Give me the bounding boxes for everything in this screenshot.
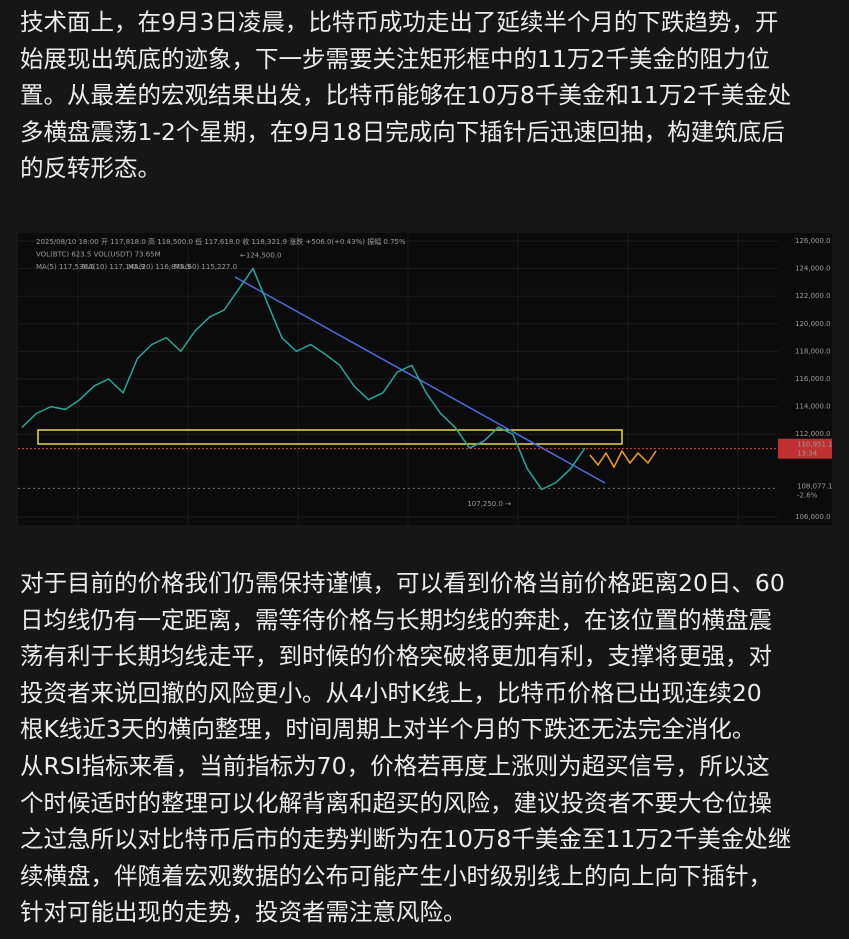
text-line: 始展现出筑底的迹象，下一步需要关注矩形框中的11万2千美金的阻力位: [20, 44, 770, 73]
y-tick-label: 112,000.0: [795, 430, 831, 438]
text-line: 多横盘震荡1-2个星期，在9月18日完成向下插针后迅速回抽，构建筑底后: [20, 117, 785, 146]
text-line: 技术面上，在9月3日凌晨，比特币成功走出了延续半个月的下跌趋势，开: [20, 8, 779, 36]
text-line: 的反转形态。: [20, 154, 161, 183]
last-price-tag: [778, 438, 832, 459]
chart-header: VOL(BTC) 623.5 VOL(USDT) 73.65M: [36, 251, 161, 259]
ma-label: MA(10) 117,145.9: [82, 263, 145, 271]
paragraph: 技术面上，在9月3日凌晨，比特币成功走出了延续半个月的下跌趋势，开 始展现出筑底的…: [20, 4, 840, 187]
y-tick-label: 114,000.0: [795, 403, 831, 411]
y-tick-label: 122,000.0: [795, 292, 831, 300]
y-tick-label: 116,000.0: [795, 375, 831, 383]
text-line: 针对可能出现的走势，投资者需注意风险。: [20, 898, 467, 927]
ref-change: -2.6%: [797, 491, 818, 499]
ref-price: 108,077.1: [797, 482, 832, 490]
text-line: 个时候适时的整理可以化解背离和超买的风险，建议投资者不要大仓位操: [20, 788, 772, 817]
text-line: 续横盘，伴随着宏观数据的公布可能产生小时级别线上的向上向下插针，: [20, 861, 772, 890]
text-line: 日均线仍有一定距离，需等待价格与长期均线的奔赴，在该位置的横盘震: [20, 605, 772, 634]
y-tick-label: 124,000.0: [795, 265, 831, 273]
paragraph: 对于目前的价格我们仍需保持谨慎，可以看到价格当前价格距离20日、60 日均线仍有一…: [20, 565, 840, 931]
last-price: 110,951.1: [797, 441, 832, 449]
text-line: 根K线近3天的横向整理，时间周期上对半个月的下跌还无法完全消化。: [20, 715, 756, 744]
low-label: 107,250.0 →: [467, 500, 511, 508]
text-line: 荡有利于长期均线走平，到时候的价格突破将更加有利，支撑将更强，对: [20, 642, 772, 671]
text-line: 投资者来说回撤的风险更小。从4小时K线上，比特币价格已出现连续20: [20, 678, 762, 707]
ma-label: MA(20) 116,875.5: [128, 263, 191, 271]
text-line: 置。从最差的宏观结果出发，比特币能够在10万8千美金和11万2千美金处: [20, 81, 792, 110]
high-label: ←124,500.0: [240, 252, 282, 260]
chart-image: 126,000.0 124,000.0 122,000.0 120,000.0 118,…: [18, 233, 833, 525]
y-tick-label: 118,000.0: [795, 347, 831, 355]
text-line: 对于目前的价格我们仍需保持谨慎，可以看到价格当前价格距离20日、60: [20, 569, 785, 597]
y-tick-label: 106,000.0: [795, 513, 831, 521]
text-line: 从RSI指标来看，当前指标为70，价格若再度上涨则为超买信号，所以这: [20, 751, 770, 780]
last-time: 13:34: [797, 450, 818, 458]
chart-header: 2025/08/10 18:00 开 117,818.0 高 118,500.0…: [36, 237, 406, 246]
forecast-arrows: [589, 449, 657, 469]
y-tick-label: 126,000.0: [795, 237, 831, 245]
ma-label: MA(5) 117,530.5: [36, 263, 95, 271]
y-tick-label: 120,000.0: [795, 320, 831, 328]
text-line: 之过急所以对比特币后市的走势判断为在10万8千美金至11万2千美金处继: [20, 825, 792, 854]
price-line: [21, 267, 586, 491]
chart: 126,000.0 124,000.0 122,000.0 120,000.0 118,…: [18, 233, 833, 525]
ma-label: MA(60) 115,227.0: [174, 263, 237, 271]
resistance-box: [37, 429, 623, 445]
